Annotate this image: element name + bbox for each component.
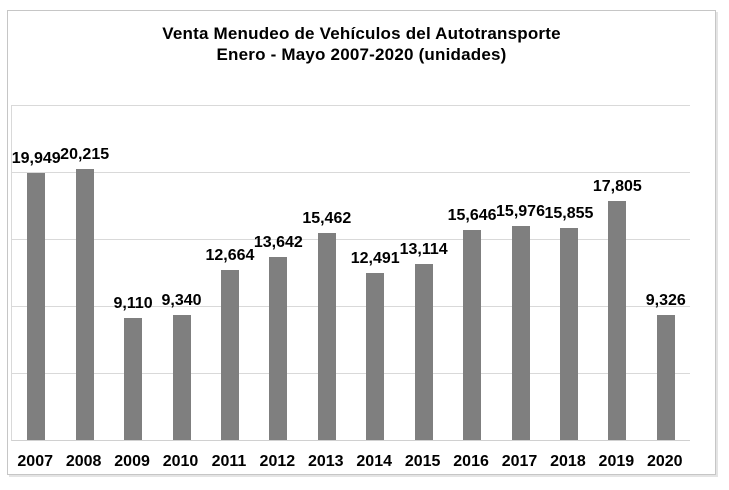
bar-2013 bbox=[317, 233, 336, 440]
bar-2014 bbox=[366, 273, 385, 440]
x-tick-label-2012: 2012 bbox=[259, 453, 296, 470]
x-tick-label-2008: 2008 bbox=[65, 453, 102, 470]
value-label-2012: 13,642 bbox=[253, 234, 303, 251]
x-tick-label-2010: 2010 bbox=[162, 453, 199, 470]
value-label-2008: 20,215 bbox=[60, 146, 110, 163]
value-label-2019: 17,805 bbox=[592, 178, 642, 195]
bar-2017 bbox=[511, 226, 530, 440]
value-label-2015: 13,114 bbox=[399, 241, 448, 258]
value-label-2007: 19,949 bbox=[11, 150, 61, 167]
bar-2011 bbox=[220, 270, 239, 440]
bar-2016 bbox=[463, 230, 482, 440]
bar-2019 bbox=[608, 201, 627, 440]
value-label-2010: 9,340 bbox=[161, 292, 202, 309]
chart-title-line2: Enero - Mayo 2007-2020 (unidades) bbox=[216, 45, 507, 64]
gridline bbox=[12, 105, 690, 106]
x-tick-label-2017: 2017 bbox=[501, 453, 538, 470]
bar-2009 bbox=[124, 318, 143, 440]
bar-2020 bbox=[656, 315, 675, 440]
bar-2018 bbox=[559, 228, 578, 440]
chart-frame: Venta Menudeo de Vehículos del Autotrans… bbox=[7, 10, 716, 475]
value-label-2016: 15,646 bbox=[447, 207, 497, 224]
value-label-2018: 15,855 bbox=[544, 205, 594, 222]
value-label-2013: 15,462 bbox=[302, 210, 352, 227]
x-axis-labels: 2007 2008 2009 2010 2011 2012 2013 2014 2015 2016… bbox=[11, 451, 689, 475]
x-tick-label-2014: 2014 bbox=[356, 453, 392, 470]
x-tick-label-2015: 2015 bbox=[404, 453, 441, 470]
value-label-2011: 12,664 bbox=[205, 247, 255, 264]
x-tick-label-2019: 2019 bbox=[598, 453, 635, 470]
gridline bbox=[12, 239, 690, 240]
value-label-2009: 9,110 bbox=[113, 295, 153, 312]
gridline bbox=[12, 306, 690, 307]
bar-2007 bbox=[27, 173, 46, 440]
value-label-2020: 9,326 bbox=[645, 292, 686, 309]
gridline bbox=[12, 172, 690, 173]
bar-2015 bbox=[414, 264, 433, 440]
chart-title-line1: Venta Menudeo de Vehículos del Autotrans… bbox=[162, 24, 561, 43]
x-tick-label-2016: 2016 bbox=[453, 453, 489, 470]
value-label-2017: 15,976 bbox=[496, 203, 545, 220]
value-label-2014: 12,491 bbox=[350, 250, 400, 267]
x-tick-label-2018: 2018 bbox=[550, 453, 586, 470]
x-tick-label-2011: 2011 bbox=[211, 453, 247, 470]
x-tick-label-2020: 2020 bbox=[646, 453, 683, 470]
chart-title: Venta Menudeo de Vehículos del Autotrans… bbox=[8, 23, 715, 65]
x-tick-label-2007: 2007 bbox=[17, 453, 53, 470]
x-tick-label-2009: 2009 bbox=[114, 453, 150, 470]
bar-2008 bbox=[75, 169, 94, 440]
bar-2010 bbox=[172, 315, 191, 440]
plot-area: 19,949 20,215 9,110 9,340 12,664 13,642 15,462… bbox=[11, 105, 690, 441]
x-tick-label-2013: 2013 bbox=[307, 453, 344, 470]
gridline bbox=[12, 373, 690, 374]
bar-2012 bbox=[269, 257, 288, 440]
